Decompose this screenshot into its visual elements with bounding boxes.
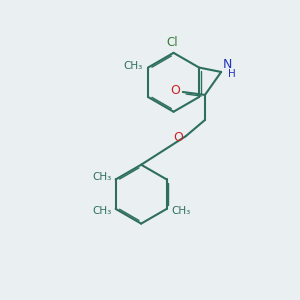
Text: N: N xyxy=(222,58,232,71)
Text: O: O xyxy=(170,84,180,97)
Text: O: O xyxy=(174,131,183,144)
Text: CH₃: CH₃ xyxy=(124,61,143,71)
Text: CH₃: CH₃ xyxy=(92,206,111,216)
Text: Cl: Cl xyxy=(166,36,178,49)
Text: CH₃: CH₃ xyxy=(171,206,190,216)
Text: CH₃: CH₃ xyxy=(92,172,111,182)
Text: H: H xyxy=(229,69,236,79)
